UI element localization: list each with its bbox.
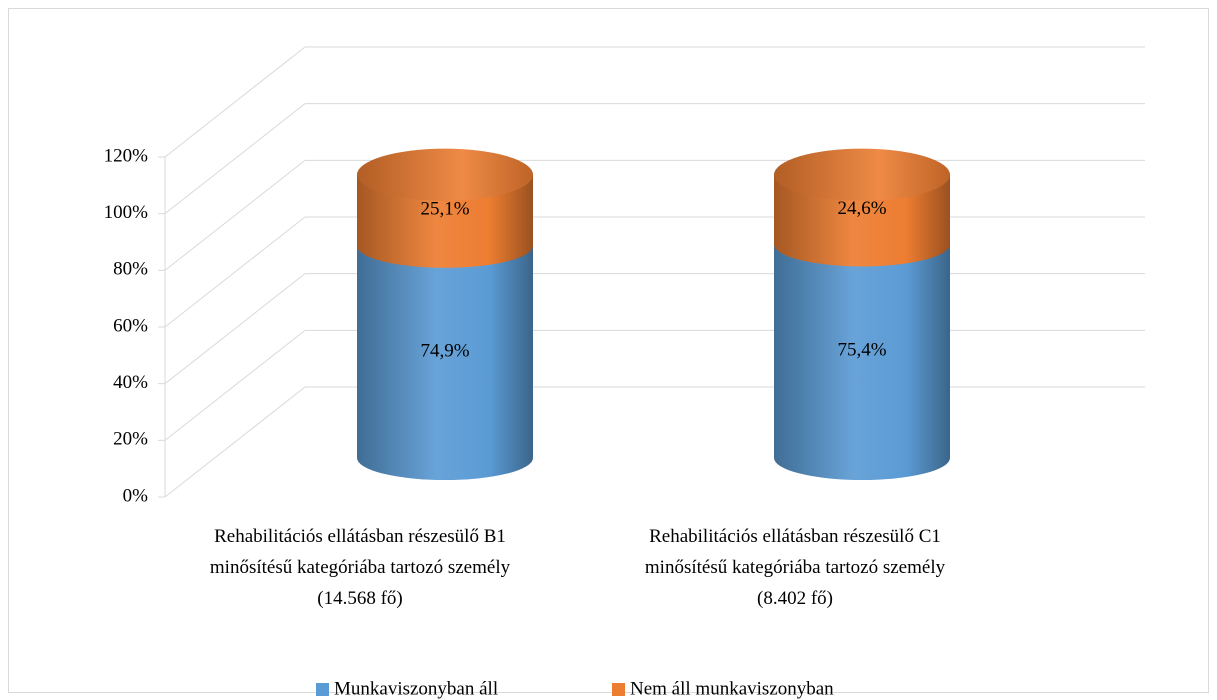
grid-line-side [164,273,306,385]
cylinder-body [774,222,951,480]
cylinder-segment [774,148,951,267]
cylinder-segment [357,223,533,480]
x-tick-label: Rehabilitációs ellátásban részesülő C1 m… [644,526,946,609]
cylinder-top [774,148,950,201]
grid-line-side [164,216,306,328]
x-tick-label: Rehabilitációs ellátásban részesülő B1 m… [209,526,511,609]
cylinder-body [357,223,533,480]
grid-line-side [164,46,306,158]
grid-line-side [164,386,306,498]
legend-swatch [316,683,329,696]
y-tick-label: 0% [123,485,149,506]
value-label: 24,6% [837,198,886,219]
value-label: 75,4% [837,340,886,361]
value-label: 25,1% [420,199,469,220]
cylinder-top [357,148,533,201]
y-tick-label: 80% [113,259,148,280]
legend-label: Nem áll munkaviszonyban [630,678,834,699]
value-label: 74,9% [420,340,469,361]
grid-line-side [164,329,306,441]
cylinder-segment [774,222,951,480]
grid-line-side [164,159,306,271]
grid-line-side [164,103,306,215]
y-tick-label: 60% [113,315,148,336]
legend-label: Munkaviszonyban áll [334,678,498,699]
y-tick-label: 40% [113,372,148,393]
y-tick-label: 120% [104,145,149,166]
y-tick-label: 20% [113,429,148,450]
legend-swatch [612,683,625,696]
cylinder-segment [357,148,533,268]
chart-border [8,8,1209,693]
y-tick-label: 100% [104,202,149,223]
